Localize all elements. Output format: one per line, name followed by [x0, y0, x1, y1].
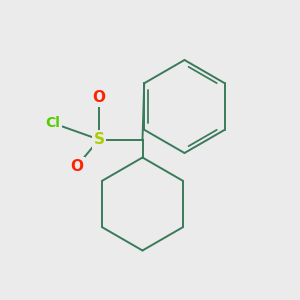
Text: O: O [70, 159, 83, 174]
Text: O: O [92, 90, 106, 105]
Text: S: S [94, 132, 104, 147]
Text: Cl: Cl [45, 116, 60, 130]
